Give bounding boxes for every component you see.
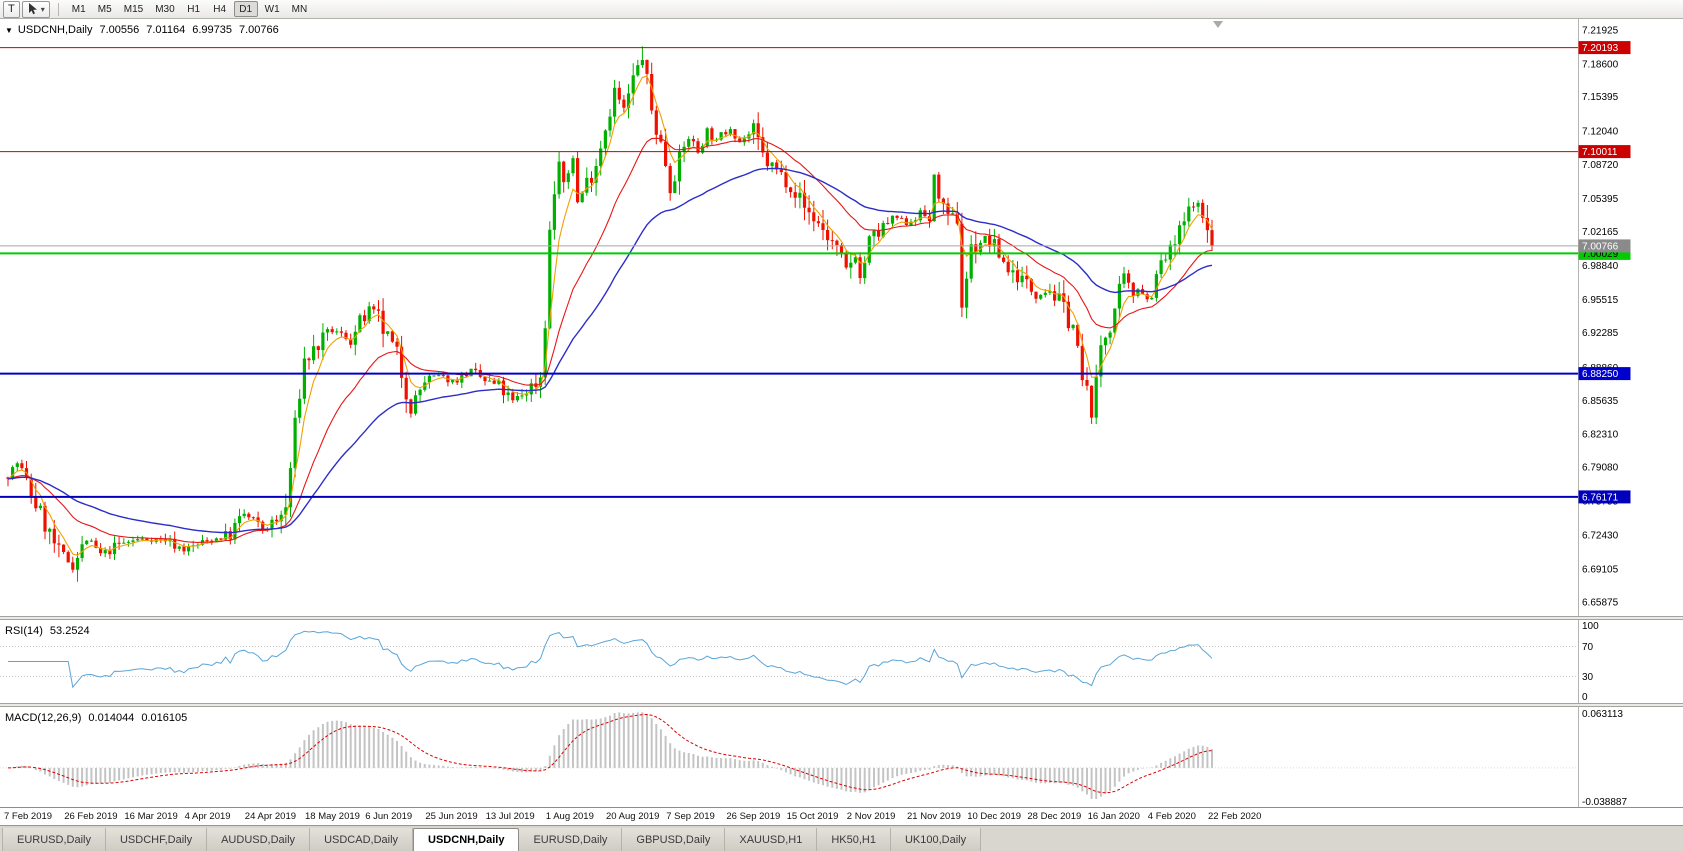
timeframe-group: M1 M5 M15 M30 H1 H4 D1 W1 MN — [67, 1, 312, 17]
rsi-axis-label: 70 — [1582, 642, 1594, 653]
date-label-10: 1 Aug 2019 — [545, 811, 594, 822]
price-axis-label: 7.18600 — [1582, 59, 1619, 70]
chart-tab-3[interactable]: AUDUSD,Daily — [207, 828, 311, 851]
price-axis-label: 7.15395 — [1582, 92, 1619, 103]
rsi-line — [8, 630, 1213, 689]
price-axis-label: 6.69105 — [1582, 565, 1619, 576]
price-badge-label: 7.10011 — [1582, 147, 1618, 158]
date-label-14: 15 Oct 2019 — [786, 811, 839, 822]
price-axis-label: 7.02165 — [1582, 227, 1619, 238]
date-label-21: 22 Feb 2020 — [1208, 811, 1262, 822]
macd-pane[interactable]: 0.063113 -0.038887 MACD(12,26,9) 0.014044… — [0, 707, 1683, 807]
timeframe-button-h4[interactable]: H4 — [208, 1, 232, 17]
date-label-4: 4 Apr 2019 — [184, 811, 231, 822]
macd-histogram — [11, 712, 1213, 799]
moving-average-45 — [7, 167, 1213, 534]
main-chart-pane[interactable]: 7.21925 7.18600 7.15395 7.12040 7.08720 7.053… — [0, 19, 1683, 616]
price-axis-label: 7.08720 — [1582, 160, 1619, 171]
macd-axis-bottom-label: -0.038887 — [1582, 797, 1627, 807]
rsi-axis-label: 30 — [1582, 672, 1594, 683]
price-axis-label: 6.65875 — [1582, 598, 1619, 609]
date-label-19: 16 Jan 2020 — [1087, 811, 1140, 822]
price-axis-label: 6.98840 — [1582, 261, 1619, 272]
timeframe-button-mn[interactable]: MN — [287, 1, 313, 17]
price-badge-label: 7.20193 — [1582, 43, 1619, 54]
date-axis[interactable]: 7 Feb 2019 26 Feb 2019 16 Mar 2019 4 Apr 20… — [0, 807, 1683, 825]
date-label-3: 16 Mar 2019 — [124, 811, 178, 822]
date-label-17: 10 Dec 2019 — [967, 811, 1022, 822]
timeframe-button-m30[interactable]: M30 — [150, 1, 179, 17]
price-axis-label: 6.85635 — [1582, 396, 1619, 407]
date-label-12: 7 Sep 2019 — [666, 811, 715, 822]
cursor-tool-button[interactable]: ▾ — [21, 0, 50, 18]
date-label-5: 24 Apr 2019 — [244, 811, 297, 822]
price-badge-label: 7.00029 — [1582, 249, 1619, 260]
price-badge-label: 7.00766 — [1582, 241, 1619, 252]
chevron-down-icon: ▾ — [40, 4, 45, 14]
chart-tab-1[interactable]: EURUSD,Daily — [2, 828, 106, 851]
timeframe-button-m15[interactable]: M15 — [119, 1, 148, 17]
date-label-15: 2 Nov 2019 — [846, 811, 896, 822]
timeframe-button-h1[interactable]: H1 — [182, 1, 206, 17]
chart-tab-6[interactable]: EURUSD,Daily — [519, 828, 623, 851]
price-axis-label: 6.82310 — [1582, 430, 1619, 441]
chart-tab-8[interactable]: XAUUSD,H1 — [725, 828, 818, 851]
moving-average-20 — [7, 137, 1213, 543]
date-label-9: 13 Jul 2019 — [485, 811, 535, 822]
rsi-axis-label: 0 — [1582, 692, 1588, 703]
timeframe-button-d1[interactable]: D1 — [233, 1, 258, 17]
chart-tab-10[interactable]: UK100,Daily — [890, 828, 982, 851]
moving-average-5 — [7, 75, 1213, 556]
price-axis-label: 6.92285 — [1582, 328, 1619, 339]
pane-divider-rsi[interactable] — [0, 616, 1683, 620]
chart-tab-4[interactable]: USDCAD,Daily — [310, 828, 414, 851]
date-label-11: 20 Aug 2019 — [606, 811, 660, 822]
macd-signal-line — [7, 713, 1213, 794]
price-axis-label: 7.12040 — [1582, 126, 1619, 137]
text-tool-button[interactable]: T — [3, 0, 20, 18]
pane-divider-macd[interactable] — [0, 703, 1683, 707]
price-badge — [1578, 239, 1631, 253]
timeframe-button-m1[interactable]: M1 — [67, 1, 91, 17]
rsi-axis-label: 100 — [1582, 621, 1599, 632]
date-label-6: 18 May 2019 — [305, 811, 360, 822]
date-label-18: 28 Dec 2019 — [1027, 811, 1082, 822]
date-label-2: 26 Feb 2019 — [64, 811, 118, 822]
chart-tab-7[interactable]: GBPUSD,Daily — [622, 828, 726, 851]
chart-tab-9[interactable]: HK50,H1 — [817, 828, 891, 851]
cursor-icon — [28, 3, 37, 15]
toolbar-separator — [57, 2, 59, 16]
timeframe-button-m5[interactable]: M5 — [93, 1, 117, 17]
date-label-7: 6 Jun 2019 — [365, 811, 413, 822]
chart-tab-5[interactable]: USDCNH,Daily — [413, 828, 520, 851]
price-axis-label: 7.05395 — [1582, 194, 1619, 205]
macd-axis-top-label: 0.063113 — [1582, 709, 1623, 720]
text-tool-label: T — [8, 3, 15, 15]
price-axis-label: 6.72430 — [1582, 531, 1619, 542]
macd-canvas[interactable]: 0.063113 -0.038887 — [0, 707, 1683, 807]
chart-tab-2[interactable]: USDCHF,Daily — [105, 828, 208, 851]
price-axis-label: 7.21925 — [1582, 26, 1619, 37]
price-badge — [1578, 367, 1631, 381]
price-badge-label: 6.88250 — [1582, 369, 1619, 380]
rsi-pane[interactable]: 100 70 30 0 RSI(14) 53.2524 — [0, 620, 1683, 703]
date-label-20: 4 Feb 2020 — [1147, 811, 1196, 822]
main-chart-canvas[interactable]: 7.21925 7.18600 7.15395 7.12040 7.08720 7.053… — [0, 19, 1683, 616]
date-label-16: 21 Nov 2019 — [907, 811, 961, 822]
top-toolbar: T ▾ M1 M5 M15 M30 H1 H4 D1 W1 MN — [0, 0, 1683, 19]
date-label-1: 7 Feb 2019 — [4, 811, 53, 822]
chart-tab-bar: EURUSD,Daily USDCHF,Daily AUDUSD,Daily USDC… — [0, 825, 1683, 851]
date-label-13: 26 Sep 2019 — [726, 811, 781, 822]
timeframe-button-w1[interactable]: W1 — [260, 1, 285, 17]
price-badge — [1578, 41, 1631, 55]
chart-shift-marker-icon — [1213, 21, 1223, 28]
price-badge-label: 6.76171 — [1582, 492, 1619, 503]
price-badge — [1578, 490, 1631, 504]
date-label-8: 25 Jun 2019 — [425, 811, 478, 822]
price-axis-label: 6.95515 — [1582, 295, 1619, 306]
rsi-canvas[interactable]: 100 70 30 0 — [0, 620, 1683, 703]
price-axis-label: 6.79080 — [1582, 463, 1619, 474]
price-badge — [1578, 145, 1631, 159]
